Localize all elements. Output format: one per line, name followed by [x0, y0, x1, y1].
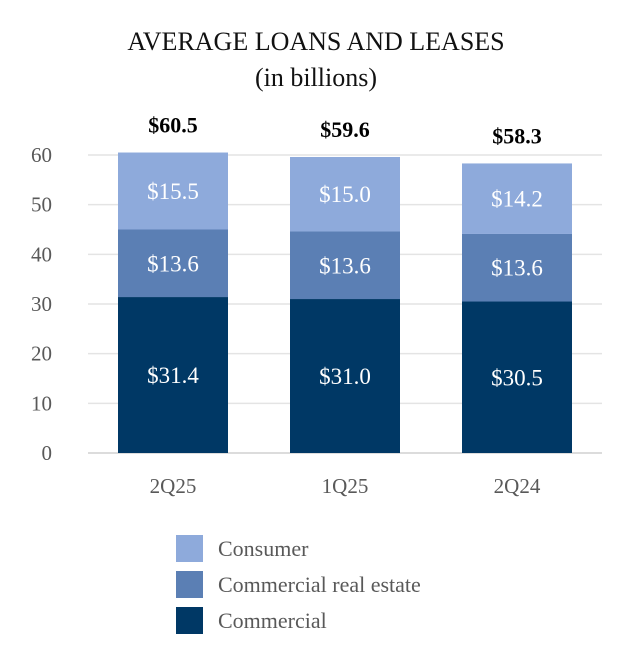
x-category-label: 2Q25 — [150, 474, 197, 498]
chart-subtitle: (in billions) — [255, 63, 377, 92]
bar-segment-commercial — [118, 297, 228, 453]
total-labels: $60.5 $59.6 $58.3 — [148, 113, 542, 149]
segment-labels: $31.4 $13.6 $15.5 $31.0 $13.6 $15.0 $30.5 $13.6… — [147, 179, 543, 390]
bar-total-label: $58.3 — [492, 123, 542, 148]
segment-value-label: $15.5 — [147, 179, 199, 204]
segment-value-label: $30.5 — [491, 365, 543, 390]
segment-value-label: $13.6 — [491, 256, 543, 281]
y-tick-label: 40 — [31, 242, 52, 266]
legend-label: Consumer — [218, 536, 309, 561]
bar-segment-commercial-real-estate — [462, 233, 572, 302]
segment-value-label: $31.4 — [147, 363, 199, 388]
legend-swatch — [176, 571, 203, 598]
chart-title: AVERAGE LOANS AND LEASES — [127, 27, 504, 56]
segment-value-label: $15.0 — [319, 182, 371, 207]
y-tick-label: 50 — [31, 193, 52, 217]
segment-value-label: $14.2 — [491, 187, 543, 212]
legend-swatch — [176, 607, 203, 634]
legend-label: Commercial real estate — [218, 572, 421, 597]
bar-segment-consumer — [118, 152, 228, 230]
legend-label: Commercial — [218, 608, 327, 633]
x-axis-categories: 2Q25 1Q25 2Q24 — [150, 474, 541, 498]
bars — [118, 152, 572, 453]
y-tick-label: 0 — [42, 441, 53, 465]
y-tick-label: 30 — [31, 292, 52, 316]
legend: Consumer Commercial real estate Commercial — [176, 535, 421, 634]
segment-value-label: $13.6 — [147, 251, 199, 276]
bar-total-label: $59.6 — [320, 117, 370, 142]
bar-segment-consumer — [462, 163, 572, 234]
segment-value-label: $31.0 — [319, 364, 371, 389]
segment-value-label: $13.6 — [319, 253, 371, 278]
bar-total-label: $60.5 — [148, 113, 198, 138]
y-tick-label: 20 — [31, 342, 52, 366]
bar-segment-commercial-real-estate — [290, 231, 400, 300]
y-tick-label: 60 — [31, 143, 52, 167]
y-tick-label: 10 — [31, 391, 52, 415]
y-axis-ticks: 0 10 20 30 40 50 60 — [31, 143, 52, 465]
bar-segment-commercial-real-estate — [118, 229, 228, 298]
x-category-label: 2Q24 — [494, 474, 541, 498]
bar-segment-commercial — [462, 301, 572, 453]
bar-segment-consumer — [290, 156, 400, 232]
x-category-label: 1Q25 — [322, 474, 369, 498]
legend-swatch — [176, 535, 203, 562]
bar-segment-commercial — [290, 299, 400, 453]
